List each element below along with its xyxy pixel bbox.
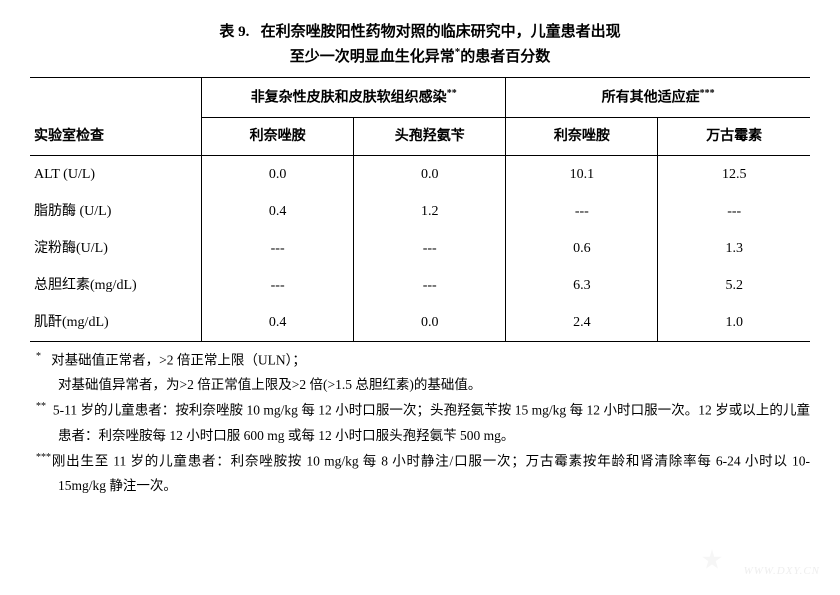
- cell: ---: [423, 241, 437, 256]
- cell: 0.4: [269, 204, 287, 219]
- cell: 0.0: [269, 167, 287, 182]
- label-col-header: 实验室检查: [34, 129, 104, 144]
- cell: 0.6: [573, 241, 591, 256]
- sub-header-c4: 利奈唑胺: [554, 129, 610, 144]
- cell: 10.1: [570, 167, 595, 182]
- group1-sup: **: [447, 88, 457, 99]
- table-row: 总胆红素(mg/dL) --- --- 6.3 5.2: [30, 267, 810, 304]
- group2-header: 所有其他适应症: [602, 91, 700, 106]
- cell: 6.3: [573, 278, 591, 293]
- footnote-2-text: 5-11 岁的儿童患者：按利奈唑胺 10 mg/kg 每 12 小时口服一次；头…: [53, 403, 810, 443]
- row-label: ALT (U/L): [34, 167, 95, 182]
- cell: 2.4: [573, 315, 591, 330]
- title-line1: 在利奈唑胺阳性药物对照的临床研究中，儿童患者出现: [261, 24, 621, 40]
- sub-header-c5: 万古霉素: [706, 129, 762, 144]
- group1-header: 非复杂性皮肤和皮肤软组织感染: [251, 91, 447, 106]
- cell: 1.3: [725, 241, 743, 256]
- footnote-1a-text: 对基础值正常者，>2 倍正常上限（ULN）；: [51, 352, 306, 367]
- table-row: ALT (U/L) 0.0 0.0 10.1 12.5: [30, 155, 810, 193]
- title-line2-suffix: 的患者百分数: [460, 49, 550, 65]
- cell: 1.0: [725, 315, 743, 330]
- cell: ---: [423, 278, 437, 293]
- table-row: 肌酐(mg/dL) 0.4 0.0 2.4 1.0: [30, 304, 810, 342]
- cell: ---: [727, 204, 741, 219]
- cell: ---: [271, 241, 285, 256]
- footnote-2: ** 5-11 岁的儿童患者：按利奈唑胺 10 mg/kg 每 12 小时口服一…: [30, 398, 810, 448]
- row-label: 脂肪酶 (U/L): [34, 204, 111, 219]
- footnote-3-mark: ***: [36, 452, 51, 463]
- table-title: 表 9. 在利奈唑胺阳性药物对照的临床研究中，儿童患者出现 至少一次明显血生化异…: [30, 20, 810, 69]
- footnote-1-mark: *: [36, 351, 41, 362]
- cell: 5.2: [725, 278, 743, 293]
- cell: 0.0: [421, 167, 439, 182]
- row-label: 肌酐(mg/dL): [34, 315, 109, 330]
- group2-sup: ***: [700, 88, 715, 99]
- data-table: 实验室检查 非复杂性皮肤和皮肤软组织感染** 所有其他适应症*** 利奈唑胺 头…: [30, 77, 810, 342]
- footnote-2-mark: **: [36, 401, 46, 412]
- row-label: 淀粉酶(U/L): [34, 241, 108, 256]
- title-line1-prefix: 表 9.: [219, 24, 249, 40]
- footnotes: * 对基础值正常者，>2 倍正常上限（ULN）； 对基础值异常者，为>2 倍正常…: [30, 348, 810, 499]
- watermark-text: WWW.DXY.CN: [744, 565, 820, 577]
- cell: ---: [271, 278, 285, 293]
- cell: 1.2: [421, 204, 439, 219]
- table-row: 淀粉酶(U/L) --- --- 0.6 1.3: [30, 230, 810, 267]
- footnote-3: ***刚出生至 11 岁的儿童患者：利奈唑胺按 10 mg/kg 每 8 小时静…: [30, 449, 810, 499]
- watermark-icon: [699, 547, 725, 573]
- cell: ---: [575, 204, 589, 219]
- cell: 12.5: [722, 167, 747, 182]
- footnote-1b: 对基础值异常者，为>2 倍正常值上限及>2 倍(>1.5 总胆红素)的基础值。: [30, 373, 810, 398]
- footnote-3-text: 刚出生至 11 岁的儿童患者：利奈唑胺按 10 mg/kg 每 8 小时静注/口…: [51, 453, 810, 493]
- title-line2-prefix: 至少一次明显血生化异常: [290, 49, 455, 65]
- footnote-1b-text: 对基础值异常者，为>2 倍正常值上限及>2 倍(>1.5 总胆红素)的基础值。: [58, 377, 481, 392]
- cell: 0.0: [421, 315, 439, 330]
- footnote-1a: * 对基础值正常者，>2 倍正常上限（ULN）；: [30, 348, 810, 373]
- sub-header-c3: 头孢羟氨苄: [395, 129, 465, 144]
- sub-header-c2: 利奈唑胺: [250, 129, 306, 144]
- row-label: 总胆红素(mg/dL): [34, 278, 137, 293]
- table-row: 脂肪酶 (U/L) 0.4 1.2 --- ---: [30, 193, 810, 230]
- cell: 0.4: [269, 315, 287, 330]
